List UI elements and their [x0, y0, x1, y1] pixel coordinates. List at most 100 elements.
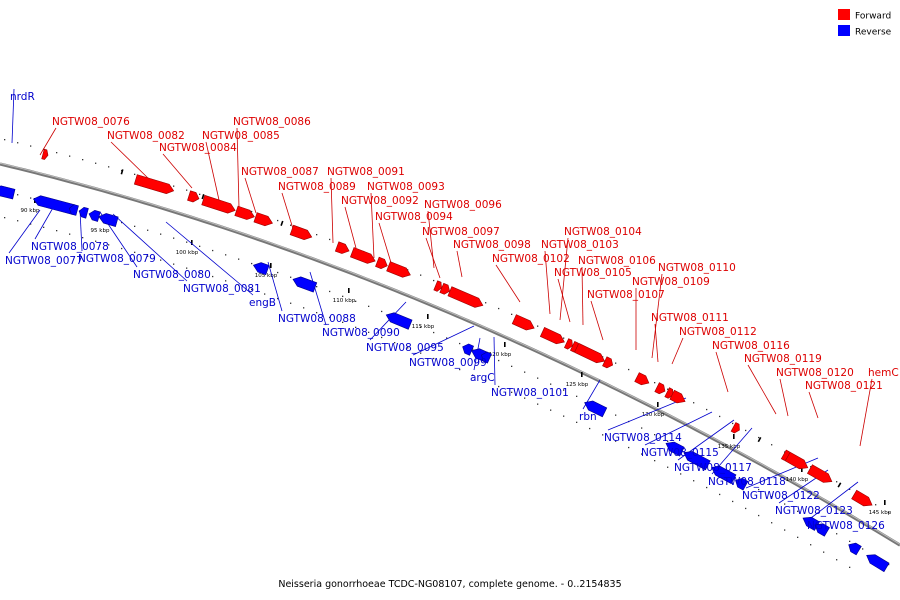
gene-ngtw08-0091[interactable]	[334, 241, 350, 254]
gene-ngtw08-0085[interactable]	[201, 194, 236, 214]
gene-label-ngtw08-0094[interactable]: NGTW08_0094	[375, 211, 453, 223]
legend-item-forward[interactable]: Forward	[838, 9, 891, 22]
gene-label-ngtw08-0078[interactable]: NGTW08_0078	[31, 241, 109, 253]
gene-label-ngtw08-0081[interactable]: NGTW08_0081	[183, 283, 261, 295]
gene-ngtw08-0112[interactable]	[669, 389, 686, 404]
gene-label-ngtw08-0089[interactable]: NGTW08_0089	[278, 181, 356, 193]
gene-label-ngtw08-0107[interactable]: NGTW08_0107	[587, 289, 665, 301]
gene-argc[interactable]	[481, 351, 492, 364]
gene-label-ngtw08-0085[interactable]: NGTW08_0085	[202, 130, 280, 142]
gene-label-ngtw08-0122[interactable]: NGTW08_0122	[742, 490, 820, 502]
gene-label-ngtw08-0097[interactable]: NGTW08_0097	[422, 226, 500, 238]
gene-ngtw08-0101[interactable]	[584, 400, 608, 418]
gene-ngtw08-0106[interactable]	[574, 342, 606, 364]
gene-label-ngtw08-0116[interactable]: NGTW08_0116	[712, 340, 790, 352]
gene-label-ngtw08-0080[interactable]: NGTW08_0080	[133, 269, 211, 281]
gene-label-ngtw08-0086[interactable]: NGTW08_0086	[233, 116, 311, 128]
gene-ngtw08-0076[interactable]	[41, 148, 49, 160]
gene-label-ngtw08-0109[interactable]: NGTW08_0109	[632, 276, 710, 288]
gene-ngtw08-0102[interactable]	[511, 314, 535, 331]
gene-label-ngtw08-0110[interactable]: NGTW08_0110	[658, 262, 736, 274]
gene-ngtw08-0120[interactable]	[784, 451, 809, 470]
gene-ngtw08-0079[interactable]	[78, 206, 89, 219]
gene-ngtw08-0115[interactable]	[711, 465, 737, 485]
gene-ngtw08-0095[interactable]	[462, 343, 474, 356]
gene-ngtw08-0093[interactable]	[375, 256, 388, 270]
gene-engb[interactable]	[292, 276, 318, 293]
gene-ngtw08-0098[interactable]	[447, 286, 484, 308]
gene-label-ngtw08-0084[interactable]: NGTW08_0084	[159, 142, 237, 154]
gene-label-ngtw08-0126[interactable]: NGTW08_0126	[807, 520, 885, 532]
gene-ngtw08-0096[interactable]	[433, 280, 443, 292]
gene-nrdr[interactable]	[0, 185, 16, 200]
gene-hemc[interactable]	[851, 489, 873, 507]
gene-ngtw08-0084[interactable]	[187, 190, 200, 203]
gene-label-ngtw08-0077[interactable]: NGTW08_0077	[5, 255, 83, 267]
gene-ngtw08-0109[interactable]	[634, 372, 650, 386]
gene-label-argc[interactable]: argC	[470, 372, 495, 384]
gene-label-ngtw08-0090[interactable]: NGTW08_0090	[322, 327, 400, 339]
gene-ngtw08-0097[interactable]	[439, 282, 451, 295]
gene-ngtw08-0080[interactable]	[88, 209, 101, 222]
gene-ngtw08-0122[interactable]	[814, 523, 830, 537]
gene-label-ngtw08-0098[interactable]: NGTW08_0098	[453, 239, 531, 251]
gene-label-ngtw08-0106[interactable]: NGTW08_0106	[578, 255, 656, 267]
gene-label-ngtw08-0111[interactable]: NGTW08_0111	[651, 312, 729, 324]
gene-ngtw08-0107[interactable]	[602, 356, 614, 369]
gene-ngtw08-0092[interactable]	[350, 247, 376, 264]
gene-ngtw08-0082[interactable]	[133, 174, 175, 195]
gene-ngtw08-0078[interactable]	[68, 204, 79, 216]
gene-label-ngtw08-0087[interactable]: NGTW08_0087	[241, 166, 319, 178]
gene-label-rbn[interactable]: rbn	[579, 411, 597, 423]
gene-label-ngtw08-0105[interactable]: NGTW08_0105	[554, 267, 632, 279]
gene-label-ngtw08-0118[interactable]: NGTW08_0118	[708, 476, 786, 488]
gene-label-ngtw08-0093[interactable]: NGTW08_0093	[367, 181, 445, 193]
gene-label-nrdr[interactable]: nrdR	[10, 91, 35, 103]
gene-ngtw08-0114[interactable]	[683, 451, 711, 471]
gene-label-engb[interactable]: engB	[249, 297, 276, 309]
gene-label-ngtw08-0099[interactable]: NGTW08_0099	[409, 357, 487, 369]
gene-label-ngtw08-0082[interactable]: NGTW08_0082	[107, 130, 185, 142]
gene-ngtw08-0087[interactable]	[253, 212, 273, 227]
gene-ngtw08-0081[interactable]	[98, 213, 119, 227]
gene-label-ngtw08-0076[interactable]: NGTW08_0076	[52, 116, 130, 128]
gene-ngtw08-0104[interactable]	[564, 338, 573, 350]
gene-ngtw08-0117[interactable]	[735, 477, 749, 491]
gene-label-ngtw08-0112[interactable]: NGTW08_0112	[679, 326, 757, 338]
gene-ngtw08-0110[interactable]	[654, 382, 666, 395]
gene-label-ngtw08-0123[interactable]: NGTW08_0123	[775, 505, 853, 517]
gene-labels[interactable]: nrdRNGTW08_0076NGTW08_0077NGTW08_0078NGT…	[5, 91, 899, 532]
gene-label-ngtw08-0121[interactable]: NGTW08_0121	[805, 380, 883, 392]
gene-ngtw08-0103[interactable]	[539, 327, 565, 345]
gene-ngtw08-0088[interactable]	[252, 262, 270, 276]
gene-ngtw08-0077[interactable]	[32, 195, 75, 215]
gene-ngtw08-0111[interactable]	[664, 387, 674, 399]
gene-ngtw08-0121[interactable]	[806, 464, 833, 483]
gene-label-hemc[interactable]: hemC	[868, 367, 899, 379]
gene-label-ngtw08-0092[interactable]: NGTW08_0092	[341, 195, 419, 207]
gene-ngtw08-0089[interactable]	[289, 224, 313, 241]
gene-label-ngtw08-0079[interactable]: NGTW08_0079	[78, 253, 156, 265]
gene-label-ngtw08-0088[interactable]: NGTW08_0088	[278, 313, 356, 325]
gene-ngtw08-0090[interactable]	[385, 312, 413, 330]
gene-ngtw08-0126[interactable]	[866, 554, 890, 573]
gene-label-ngtw08-0103[interactable]: NGTW08_0103	[541, 239, 619, 251]
gene-label-ngtw08-0091[interactable]: NGTW08_0091	[327, 166, 405, 178]
gene-label-ngtw08-0119[interactable]: NGTW08_0119	[744, 353, 822, 365]
gene-label-ngtw08-0115[interactable]: NGTW08_0115	[641, 447, 719, 459]
gene-label-ngtw08-0096[interactable]: NGTW08_0096	[424, 199, 502, 211]
gene-ngtw08-0123[interactable]	[848, 542, 862, 556]
gene-label-ngtw08-0095[interactable]: NGTW08_0095	[366, 342, 444, 354]
gene-label-ngtw08-0120[interactable]: NGTW08_0120	[776, 367, 854, 379]
gene-ngtw08-0086[interactable]	[234, 205, 255, 220]
gene-ngtw08-0094[interactable]	[386, 261, 411, 278]
legend-item-reverse[interactable]: Reverse	[838, 25, 892, 38]
gene-rbn[interactable]	[665, 441, 685, 457]
gene-label-ngtw08-0104[interactable]: NGTW08_0104	[564, 226, 642, 238]
gene-label-ngtw08-0117[interactable]: NGTW08_0117	[674, 462, 752, 474]
upper-tick	[120, 169, 124, 175]
gene-label-ngtw08-0101[interactable]: NGTW08_0101	[491, 387, 569, 399]
gene-label-ngtw08-0102[interactable]: NGTW08_0102	[492, 253, 570, 265]
gene-ngtw08-0116[interactable]	[730, 422, 740, 434]
gene-label-ngtw08-0114[interactable]: NGTW08_0114	[604, 432, 682, 444]
